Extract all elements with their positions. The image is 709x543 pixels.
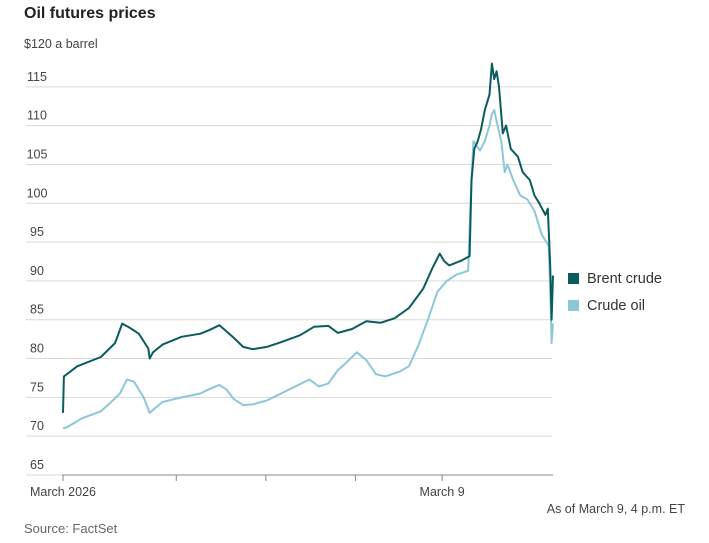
x-tick-label: March 9 (420, 485, 465, 499)
legend-swatch-crude (568, 300, 579, 311)
series-line-brent (62, 62, 554, 413)
legend: Brent crude Crude oil (568, 265, 662, 319)
y-tick-label: 65 (30, 458, 44, 472)
y-axis-ticks: 65 70 75 80 85 90 95 100 105 110 115 (27, 70, 48, 472)
chart-title: Oil futures prices (24, 5, 156, 22)
y-tick-label: 70 (30, 419, 44, 433)
y-tick-label: 100 (27, 186, 48, 200)
legend-item-brent: Brent crude (568, 265, 662, 292)
y-tick-label: 95 (30, 225, 44, 239)
gridlines (26, 86, 552, 476)
legend-label-crude: Crude oil (587, 297, 646, 314)
y-axis-unit-label: $120 a barrel (24, 37, 98, 51)
y-tick-label: 115 (27, 70, 47, 84)
y-tick-label: 80 (30, 342, 44, 356)
legend-item-crude: Crude oil (568, 292, 662, 319)
series-lines (62, 62, 554, 430)
source-note: Source: FactSet (24, 521, 118, 536)
x-tick-label: March 2026 (30, 485, 96, 499)
y-tick-label: 85 (30, 303, 44, 317)
x-axis: March 2026 March 9 (30, 474, 553, 499)
y-tick-label: 110 (27, 109, 47, 123)
y-tick-label: 90 (30, 264, 44, 278)
y-tick-label: 75 (30, 380, 44, 394)
legend-swatch-brent (568, 273, 579, 284)
y-tick-label: 105 (27, 147, 48, 161)
series-line-crude (62, 109, 554, 430)
legend-label-brent: Brent crude (587, 270, 662, 287)
timestamp-note: As of March 9, 4 p.m. ET (546, 502, 685, 516)
